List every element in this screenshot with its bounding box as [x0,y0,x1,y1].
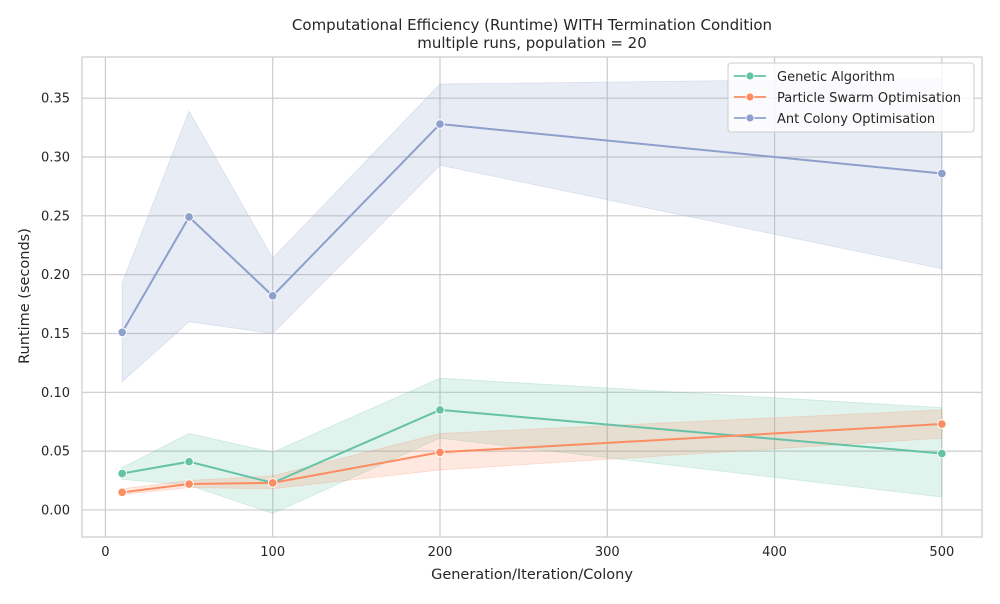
y-tick-label: 0.10 [41,386,70,401]
x-tick-label: 0 [101,545,109,560]
tick-labels: 0 100 200 300 400 500 0.00 0.05 0.10 0.15 0.20 0.25… [41,92,954,560]
data-point-particle-swarm-optimisation [267,478,278,488]
data-point-ant-colony-optimisation [267,291,278,301]
confidence-band-genetic-algorithm [121,377,943,514]
confidence-bands [121,77,943,514]
x-tick-label: 400 [762,545,787,560]
data-point-genetic-algorithm [435,405,445,415]
y-tick-label: 0.30 [41,151,70,166]
legend-item-ant-colony-optimisation: Ant Colony Optimisation [734,112,935,127]
legend-label: Particle Swarm Optimisation [777,91,961,106]
x-axis-label: Generation/Iteration/Colony [431,567,633,583]
x-tick-label: 300 [595,545,620,560]
data-point-particle-swarm-optimisation [117,487,127,498]
legend-swatch-marker [745,113,755,123]
data-point-genetic-algorithm [937,448,947,459]
y-tick-label: 0.15 [41,327,70,342]
chart-subtitle: multiple runs, population = 20 [417,34,647,52]
legend: Genetic Algorithm Particle Swarm Optimis… [727,62,975,133]
legend-label: Ant Colony Optimisation [777,112,935,127]
data-point-genetic-algorithm [117,468,127,479]
legend-swatch-marker [745,92,755,102]
series-points [117,119,947,498]
data-point-particle-swarm-optimisation [435,447,445,458]
legend-item-particle-swarm-optimisation: Particle Swarm Optimisation [734,91,961,106]
data-point-particle-swarm-optimisation [184,479,194,489]
data-point-ant-colony-optimisation [184,212,194,222]
data-point-particle-swarm-optimisation [937,419,947,429]
plot-frame [81,56,983,538]
y-tick-label: 0.20 [41,268,70,283]
data-point-genetic-algorithm [184,456,194,467]
legend-item-genetic-algorithm: Genetic Algorithm [734,70,895,85]
x-tick-label: 500 [929,545,954,560]
data-point-ant-colony-optimisation [937,168,947,179]
y-tick-label: 0.05 [41,445,70,460]
data-point-ant-colony-optimisation [117,327,127,338]
y-tick-label: 0.35 [41,92,70,107]
legend-frame [727,62,975,133]
y-axis-label: Runtime (seconds) [17,228,33,364]
y-tick-label: 0.00 [41,503,70,518]
x-tick-label: 200 [428,545,453,560]
legend-swatch-marker [745,71,755,81]
y-tick-label: 0.25 [41,209,70,224]
x-tick-label: 100 [260,545,285,560]
data-point-ant-colony-optimisation [435,119,445,129]
chart-title: Computational Efficiency (Runtime) WITH … [292,16,772,34]
legend-label: Genetic Algorithm [777,70,895,85]
